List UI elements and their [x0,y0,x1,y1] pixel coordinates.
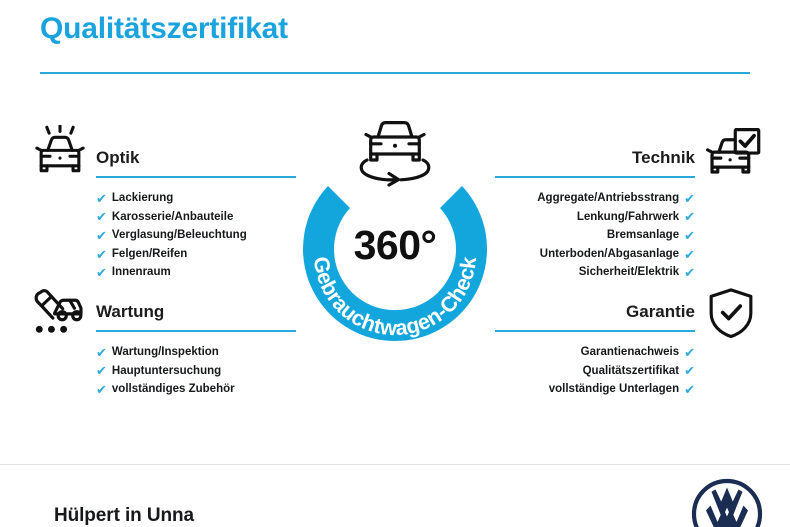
section-wartung-divider [96,329,296,332]
list-item: ✔ Felgen/Reifen [96,245,296,264]
check-icon: ✔ [96,209,107,225]
check-icon: ✔ [96,227,107,243]
list-item-label: Aggregate/Antriebsstrang [537,192,680,204]
check-icon: ✔ [96,246,107,262]
list-item-label: Verglasung/Beleuchtung [111,229,247,242]
car-front-checkbox-icon [702,124,762,184]
list-item-label: Innenraum [111,266,171,279]
list-item-label: Lenkung/Fahrwerk [576,210,680,223]
list-item: Lenkung/Fahrwerk ✔ [495,208,695,227]
list-item: ✔ Verglasung/Beleuchtung [96,226,296,245]
section-garantie-divider [495,329,695,332]
section-wartung-title: Wartung [96,302,165,321]
check-icon: ✔ [96,363,107,379]
check-icon: ✔ [684,381,695,397]
list-item: Unterboden/Abgasanlage ✔ [495,245,695,264]
badge-ring: Gebrauchtwagen-Check [303,186,488,342]
wrench-car-icon [28,284,88,339]
list-item: ✔ Hauptuntersuchung [96,362,296,381]
car-front-shine-icon [31,123,89,183]
list-item-label: vollständige Unterlagen [548,383,680,396]
list-item: Garantienachweis ✔ [495,343,695,362]
check-icon: ✔ [684,190,695,206]
section-optik: Optik ✔ Lackierung ✔ Karosserie/Anbauteile… [96,146,296,282]
car-front-rotate-icon [345,109,445,187]
list-item-label: vollständiges Zubehör [111,383,235,396]
shield-check-icon [707,287,755,339]
section-garantie-list: Garantienachweis ✔ Qualitätszertifikat ✔ v… [495,343,695,399]
section-optik-header: Optik [96,146,296,180]
list-item: Qualitätszertifikat ✔ [495,362,695,381]
check-icon: ✔ [684,344,695,360]
check-icon: ✔ [684,246,695,262]
badge-center-label: 360° [353,222,437,268]
volkswagen-logo [691,478,763,527]
check-icon: ✔ [684,363,695,379]
section-wartung: Wartung ✔ Wartung/Inspektion ✔ Hauptunters… [96,300,296,399]
list-item: Bremsanlage ✔ [495,226,695,245]
section-wartung-header: Wartung [96,300,296,334]
dealer-name: Hülpert in Unna [54,505,194,526]
page-title: Qualitätszertifikat [40,12,288,45]
list-item-label: Wartung/Inspektion [111,346,219,358]
list-item-label: Felgen/Reifen [111,247,188,260]
list-item-label: Lackierung [111,192,174,204]
section-garantie-header: Garantie [495,300,695,334]
check-icon: ✔ [684,209,695,225]
list-item-label: Unterboden/Abgasanlage [539,247,680,260]
check-icon: ✔ [96,265,107,281]
title-divider [40,72,750,74]
check-icon: ✔ [96,344,107,360]
section-wartung-list: ✔ Wartung/Inspektion ✔ Hauptuntersuchung ✔… [96,343,296,399]
section-optik-list: ✔ Lackierung ✔ Karosserie/Anbauteile ✔ Verg… [96,189,296,282]
list-item: Aggregate/Antriebsstrang ✔ [495,189,695,208]
check-icon: ✔ [96,381,107,397]
list-item-label: Sicherheit/Elektrik [578,266,680,279]
list-item-label: Garantienachweis [580,346,680,358]
list-item: vollständige Unterlagen ✔ [495,380,695,399]
section-garantie: Garantie Garantienachweis ✔ Qualitätszert… [495,300,695,399]
list-item-label: Bremsanlage [606,229,680,242]
gebrauchtwagen-check-badge: Gebrauchtwagen-Check 360° [288,121,502,350]
section-optik-divider [96,175,296,178]
list-item-label: Karosserie/Anbauteile [111,210,234,223]
section-technik-divider [495,175,695,178]
check-icon: ✔ [96,190,107,206]
list-item-label: Hauptuntersuchung [111,364,222,377]
list-item: ✔ Innenraum [96,263,296,282]
section-technik: Technik Aggregate/Antriebsstrang ✔ Lenkun… [495,146,695,282]
section-garantie-title: Garantie [626,302,695,321]
section-technik-header: Technik [495,146,695,180]
section-technik-title: Technik [632,148,695,167]
check-icon: ✔ [684,265,695,281]
list-item: Sicherheit/Elektrik ✔ [495,263,695,282]
footer-divider [0,464,790,465]
list-item-label: Qualitätszertifikat [582,364,680,377]
list-item: ✔ Wartung/Inspektion [96,343,296,362]
list-item: ✔ vollständiges Zubehör [96,380,296,399]
section-technik-list: Aggregate/Antriebsstrang ✔ Lenkung/Fahrwe… [495,189,695,282]
list-item: ✔ Lackierung [96,189,296,208]
list-item: ✔ Karosserie/Anbauteile [96,208,296,227]
section-optik-title: Optik [96,148,140,167]
check-icon: ✔ [684,227,695,243]
